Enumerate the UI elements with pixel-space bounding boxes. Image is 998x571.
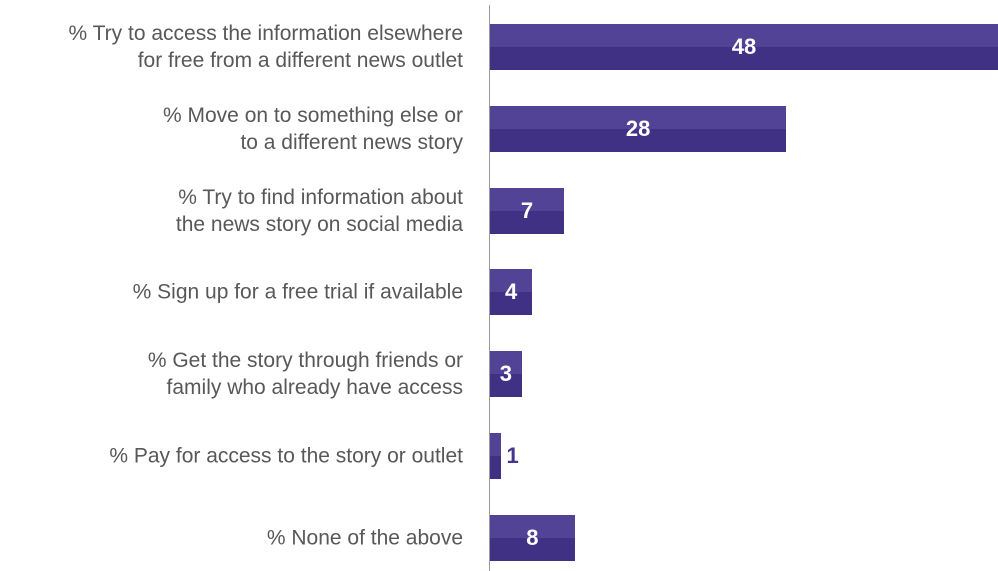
category-label: % Pay for access to the story or outlet — [109, 444, 463, 468]
bar — [490, 514, 575, 561]
value-label: 28 — [625, 115, 651, 141]
bar — [490, 105, 787, 152]
value-label: 3 — [499, 361, 512, 387]
category-label: % Get the story through friends or famil… — [147, 349, 463, 400]
value-label: 48 — [731, 34, 757, 59]
bar — [490, 269, 533, 316]
axis-line — [489, 5, 490, 571]
category-label: % None of the above — [266, 526, 463, 550]
bar — [490, 433, 501, 479]
bar — [490, 24, 998, 70]
value-label: 4 — [505, 279, 518, 305]
category-label: % Try to find information about the news… — [175, 185, 463, 236]
bar — [490, 351, 522, 398]
category-label: % Try to access the information elsewher… — [68, 22, 463, 72]
value-label: 8 — [526, 524, 539, 550]
value-label: 1 — [506, 443, 519, 468]
value-label: 7 — [520, 197, 534, 223]
category-label: % Sign up for a free trial if available — [132, 280, 463, 304]
category-label: % Move on to something else or to a diff… — [163, 103, 463, 154]
bar — [490, 187, 565, 234]
